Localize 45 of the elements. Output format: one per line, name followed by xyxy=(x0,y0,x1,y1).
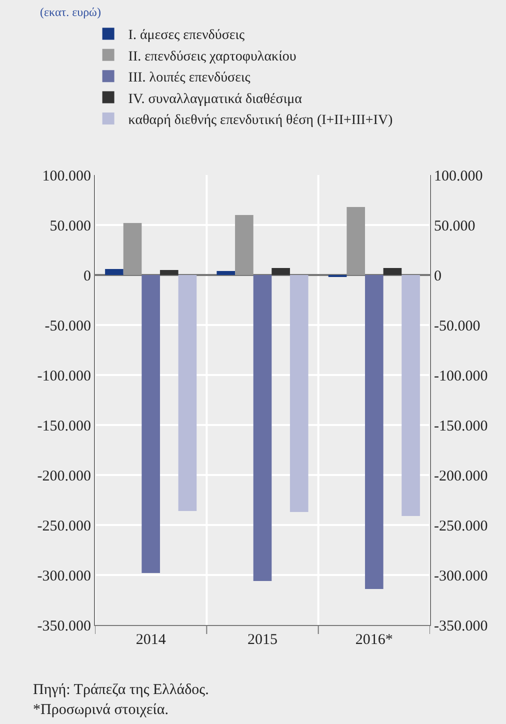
bar xyxy=(123,223,142,275)
bar xyxy=(235,215,254,275)
bar xyxy=(160,270,178,275)
y-tick-label: -50.000 xyxy=(44,318,91,334)
y-tick-label: -300.000 xyxy=(37,568,91,584)
legend-label: III. λοιπές επενδύσεις xyxy=(128,70,251,86)
chart-subtitle: (εκατ. ευρώ) xyxy=(40,5,101,19)
bar xyxy=(253,275,272,581)
y-tick-label: -250.000 xyxy=(37,518,91,534)
legend-label: καθαρή διεθνής επενδυτική θέση (I+II+III+IV) xyxy=(128,112,394,128)
bar xyxy=(272,268,290,275)
y2-tick-label: -150.000 xyxy=(434,418,488,434)
y-tick-label: -200.000 xyxy=(37,468,91,484)
y2-tick-label: 0 xyxy=(434,268,442,284)
text: Πηγή: Τράπεζα της Ελλάδος. xyxy=(33,682,209,698)
legend-label: IV. συναλλαγματικά διαθέσιμα xyxy=(128,92,303,107)
y-tick-label: -100.000 xyxy=(37,368,91,384)
bar xyxy=(105,269,124,275)
bar xyxy=(178,275,197,511)
bar xyxy=(346,207,366,275)
y-tick-label: 50.000 xyxy=(50,218,91,234)
y-tick-label: 100.000 xyxy=(42,168,91,184)
legend-label: II. επενδύσεις χαρτοφυλακίου xyxy=(128,49,296,64)
bar xyxy=(383,268,402,275)
y-tick-label: -150.000 xyxy=(37,418,91,434)
bar xyxy=(290,275,308,512)
y2-tick-label: -100.000 xyxy=(434,368,488,384)
y-tick-label: -350.000 xyxy=(37,618,91,634)
bar xyxy=(402,275,420,516)
bar xyxy=(365,275,384,589)
y2-tick-label: -300.000 xyxy=(434,568,488,584)
x-tick-label: 2014 xyxy=(136,632,166,648)
bar xyxy=(216,271,236,275)
y2-tick-label: -50.000 xyxy=(434,318,480,334)
y2-tick-label: -350.000 xyxy=(434,618,488,634)
x-tick-label: 2016* xyxy=(355,632,393,648)
y2-tick-label: 100.000 xyxy=(434,168,483,184)
bar xyxy=(142,275,160,573)
text: *Προσωρινά στοιχεία. xyxy=(33,702,168,718)
y2-tick-label: -250.000 xyxy=(434,518,488,534)
y2-tick-label: -200.000 xyxy=(434,468,488,484)
y2-tick-label: 50.000 xyxy=(434,218,476,234)
x-tick-label: 2015 xyxy=(248,632,278,648)
legend-label: I. άμεσες επενδύσεις xyxy=(128,28,246,44)
y-tick-label: 0 xyxy=(84,268,91,284)
